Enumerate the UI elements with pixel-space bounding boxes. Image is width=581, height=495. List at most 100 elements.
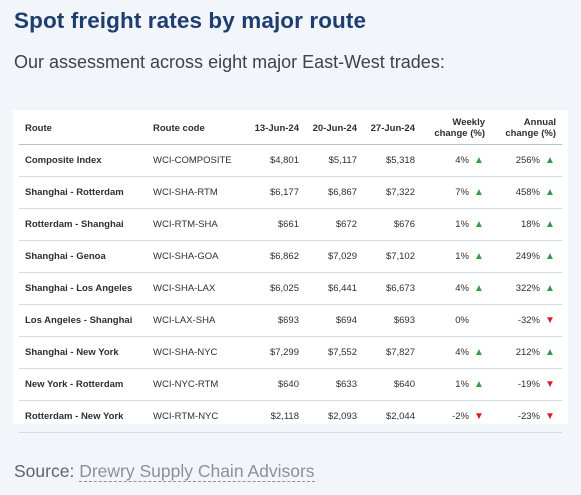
triangle-down-icon: ▼ (545, 379, 555, 390)
annual-change-value: 18% (520, 219, 540, 230)
rate-27-jun-cell: $5,318 (363, 144, 421, 177)
header-weekly-change: Weekly change (%) (421, 112, 491, 145)
triangle-up-icon: ▲ (545, 155, 555, 166)
triangle-down-icon: ▼ (474, 411, 484, 422)
weekly-change-cell: -2% ▼ (421, 400, 491, 433)
annual-change-value: 249% (515, 251, 540, 262)
header-date-1: 13-Jun-24 (247, 112, 305, 145)
triangle-up-icon: ▲ (474, 251, 484, 262)
annual-change-cell: 249% ▲ (491, 240, 562, 273)
route-cell: Shanghai - Los Angeles (19, 272, 147, 305)
table-row: Shanghai - New York WCI-SHA-NYC $7,299 $7,5… (19, 336, 562, 369)
table-row: New York - Rotterdam WCI-NYC-RTM $640 $633 $… (19, 368, 562, 401)
table-row: Rotterdam - New York WCI-RTM-NYC $2,118 $2,… (19, 400, 562, 433)
rate-20-jun-cell: $7,552 (305, 336, 363, 369)
weekly-change-cell: 4% ▲ (421, 144, 491, 177)
rate-13-jun-cell: $6,862 (247, 240, 305, 273)
rate-13-jun-cell: $6,177 (247, 176, 305, 209)
annual-change-cell: -19% ▼ (491, 368, 562, 401)
triangle-up-icon: ▲ (474, 155, 484, 166)
weekly-change-cell: 1% ▲ (421, 240, 491, 273)
rate-20-jun-cell: $6,867 (305, 176, 363, 209)
rate-20-jun-cell: $633 (305, 368, 363, 401)
route-code-cell: WCI-NYC-RTM (147, 368, 247, 401)
weekly-change-cell: 7% ▲ (421, 176, 491, 209)
triangle-up-icon: ▲ (545, 187, 555, 198)
rate-27-jun-cell: $7,827 (363, 336, 421, 369)
triangle-up-icon: ▲ (474, 347, 484, 358)
table-row: Shanghai - Rotterdam WCI-SHA-RTM $6,177 $6,… (19, 176, 562, 209)
table-row: Los Angeles - Shanghai WCI-LAX-SHA $693 $69… (19, 304, 562, 337)
rate-13-jun-cell: $7,299 (247, 336, 305, 369)
rates-table: Route Route code 13-Jun-24 20-Jun-24 27-… (19, 112, 562, 433)
route-cell: Shanghai - New York (19, 336, 147, 369)
triangle-up-icon: ▲ (474, 187, 484, 198)
header-route: Route (19, 112, 147, 145)
annual-change-value: -32% (517, 315, 540, 326)
weekly-change-cell: 4% ▲ (421, 272, 491, 305)
source-label: Source: (14, 461, 75, 481)
weekly-change-value: 1% (455, 379, 469, 390)
table-header-row: Route Route code 13-Jun-24 20-Jun-24 27-… (19, 112, 562, 145)
triangle-up-icon: ▲ (545, 219, 555, 230)
rate-27-jun-cell: $676 (363, 208, 421, 241)
header-annual-line-1: Annual (523, 117, 556, 128)
source-link[interactable]: Drewry Supply Chain Advisors (79, 461, 315, 482)
weekly-change-cell: 1% ▲ (421, 368, 491, 401)
no-change-icon: ▲ (473, 315, 485, 326)
route-cell: Rotterdam - Shanghai (19, 208, 147, 241)
triangle-up-icon: ▲ (545, 251, 555, 262)
rate-20-jun-cell: $5,117 (305, 144, 363, 177)
route-cell: Composite Index (19, 144, 147, 177)
rate-27-jun-cell: $7,102 (363, 240, 421, 273)
header-weekly-line-2: change (%) (434, 128, 485, 139)
route-cell: Shanghai - Rotterdam (19, 176, 147, 209)
route-code-cell: WCI-COMPOSITE (147, 144, 247, 177)
header-date-2: 20-Jun-24 (305, 112, 363, 145)
route-code-cell: WCI-SHA-LAX (147, 272, 247, 305)
header-route-code: Route code (147, 112, 247, 145)
route-code-cell: WCI-RTM-NYC (147, 400, 247, 433)
rate-20-jun-cell: $6,441 (305, 272, 363, 305)
weekly-change-value: 4% (455, 155, 469, 166)
triangle-down-icon: ▼ (545, 411, 555, 422)
annual-change-value: -19% (517, 379, 540, 390)
table-row: Composite Index WCI-COMPOSITE $4,801 $5,117… (19, 144, 562, 177)
annual-change-value: 256% (515, 155, 540, 166)
page-subtitle: Our assessment across eight major East-W… (14, 52, 445, 72)
rate-13-jun-cell: $4,801 (247, 144, 305, 177)
triangle-up-icon: ▲ (474, 379, 484, 390)
annual-change-cell: 212% ▲ (491, 336, 562, 369)
weekly-change-cell: 0% ▲ (421, 304, 491, 337)
triangle-up-icon: ▲ (545, 283, 555, 294)
weekly-change-value: 7% (455, 187, 469, 198)
rate-20-jun-cell: $672 (305, 208, 363, 241)
rate-27-jun-cell: $2,044 (363, 400, 421, 433)
annual-change-cell: -32% ▼ (491, 304, 562, 337)
header-annual-change: Annual change (%) (491, 112, 562, 145)
table-row: Rotterdam - Shanghai WCI-RTM-SHA $661 $672 $… (19, 208, 562, 241)
triangle-up-icon: ▲ (474, 219, 484, 230)
rate-13-jun-cell: $640 (247, 368, 305, 401)
route-code-cell: WCI-SHA-GOA (147, 240, 247, 273)
header-date-3: 27-Jun-24 (363, 112, 421, 145)
weekly-change-value: 0% (455, 315, 469, 326)
header-weekly-line-1: Weekly (452, 117, 485, 128)
annual-change-value: 458% (515, 187, 540, 198)
weekly-change-value: 4% (455, 283, 469, 294)
rate-27-jun-cell: $640 (363, 368, 421, 401)
weekly-change-value: -2% (452, 411, 469, 422)
table-row: Shanghai - Genoa WCI-SHA-GOA $6,862 $7,029 $… (19, 240, 562, 273)
triangle-up-icon: ▲ (545, 347, 555, 358)
weekly-change-value: 1% (455, 219, 469, 230)
triangle-down-icon: ▼ (545, 315, 555, 326)
annual-change-value: -23% (517, 411, 540, 422)
rate-13-jun-cell: $693 (247, 304, 305, 337)
route-cell: Shanghai - Genoa (19, 240, 147, 273)
source-line: Source: Drewry Supply Chain Advisors (14, 461, 315, 482)
rate-20-jun-cell: $2,093 (305, 400, 363, 433)
rate-20-jun-cell: $7,029 (305, 240, 363, 273)
weekly-change-value: 4% (455, 347, 469, 358)
annual-change-cell: 322% ▲ (491, 272, 562, 305)
rate-20-jun-cell: $694 (305, 304, 363, 337)
